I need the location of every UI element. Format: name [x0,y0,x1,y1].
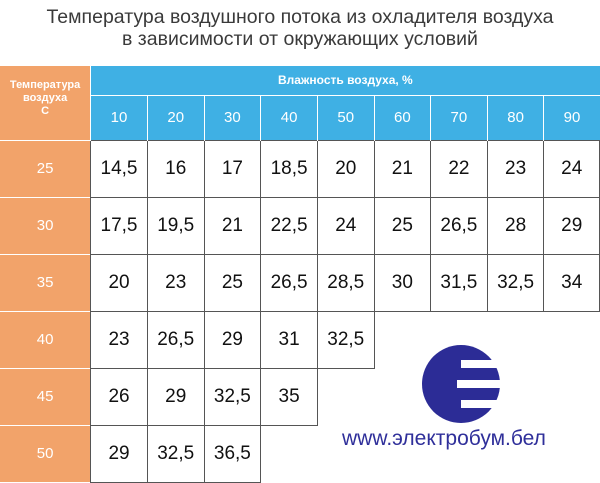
empty-cell [317,425,375,482]
humidity-value: 30 [203,95,261,140]
table-cell: 17,5 [90,196,148,255]
humidity-values-row: 10 20 30 40 50 60 70 80 90 [0,95,600,140]
table-cell: 17 [203,139,262,198]
empty-cell [543,311,600,368]
table-cell: 20 [316,139,375,198]
table-cell: 25 [373,196,432,255]
table-cell: 28 [486,196,545,255]
table-cell: 25 [203,253,262,312]
empty-cell [487,311,544,368]
table-cell: 35 [260,367,318,426]
table-cell: 32,5 [316,310,375,369]
table-cell: 16 [146,139,205,198]
table-cell: 19,5 [146,196,205,255]
table-cell: 21 [203,196,262,255]
table-cell: 23 [486,139,545,198]
table-cell: 26,5 [430,196,488,255]
corner-label-line-2: воздуха [22,92,68,104]
table-cell: 31,5 [430,253,488,312]
corner-label-line-1: Температура [9,79,81,91]
empty-cell [430,425,488,482]
empty-cell [374,425,431,482]
table-cell: 30 [373,253,432,312]
table-cell: 26 [90,367,148,426]
humidity-value: 20 [146,95,205,140]
empty-cell [374,311,431,368]
table-cell: 31 [260,310,318,369]
empty-cell [317,368,375,425]
website-link[interactable]: www.электробум.бел [342,427,546,450]
empty-cell [487,425,544,482]
humidity-value: 10 [90,95,148,140]
table-row: 40 23 26,5 29 31 32,5 [0,310,600,369]
title-line-1: Температура воздушного потока из охладит… [46,6,554,28]
table-row: 45 26 29 32,5 35 [0,367,600,426]
table-cell: 21 [373,139,432,198]
table-cell: 14,5 [90,139,148,198]
table-cell: 24 [543,139,600,198]
table-row: 35 20 23 25 26,5 28,5 30 31,5 32,5 34 [0,253,600,312]
humidity-value: 60 [373,95,431,140]
table-cell: 22,5 [260,196,318,255]
humidity-value: 80 [486,95,544,140]
table-cell: 23 [90,310,148,369]
table-cell: 32,5 [146,424,205,483]
table-cell: 34 [543,253,600,312]
table-cell: 18,5 [260,139,318,198]
humidity-value: 40 [260,95,318,140]
empty-cell [543,425,600,482]
temperature-table: Температура воздуха С Влажность воздуха,… [0,66,600,483]
table-row: 30 17,5 19,5 21 22,5 24 25 26,5 28 29 [0,196,600,255]
row-temperature: 40 [0,310,91,368]
table-cell: 29 [90,424,148,483]
table-cell: 26,5 [146,310,205,369]
table-cell: 36,5 [203,424,262,483]
table-cell: 20 [90,253,148,312]
table-cell: 29 [543,196,600,255]
row-temperature: 30 [0,196,91,254]
title-line-2: в зависимости от окружающих условий [122,28,478,50]
empty-cell [260,425,318,482]
table-cell: 32,5 [486,253,545,312]
humidity-value: 90 [543,95,600,140]
table-row: 50 29 32,5 36,5 [0,424,600,483]
page-title: Температура воздушного потока из охладит… [0,6,600,50]
empty-cell [543,368,600,425]
row-temperature: 45 [0,367,91,425]
row-temperature: 50 [0,424,91,482]
humidity-value: 70 [430,95,488,140]
table-cell: 23 [146,253,205,312]
row-temperature: 25 [0,139,91,197]
temperature-column-header: Температура воздуха С [0,66,92,141]
row-temperature: 35 [0,253,91,311]
table-cell: 28,5 [316,253,375,312]
humidity-value: 50 [316,95,375,140]
euro-e-logo-icon [418,341,510,432]
table-cell: 22 [430,139,488,198]
empty-cell [374,368,431,425]
corner-label-line-3: С [41,105,50,117]
table-cell: 29 [203,310,262,369]
table-cell: 26,5 [260,253,318,312]
table-cell: 32,5 [203,367,262,426]
table-cell: 24 [316,196,375,255]
table-cell: 29 [146,367,205,426]
humidity-header: Влажность воздуха, % [90,66,600,96]
table-row: 25 14,5 16 17 18,5 20 21 22 23 24 [0,139,600,198]
